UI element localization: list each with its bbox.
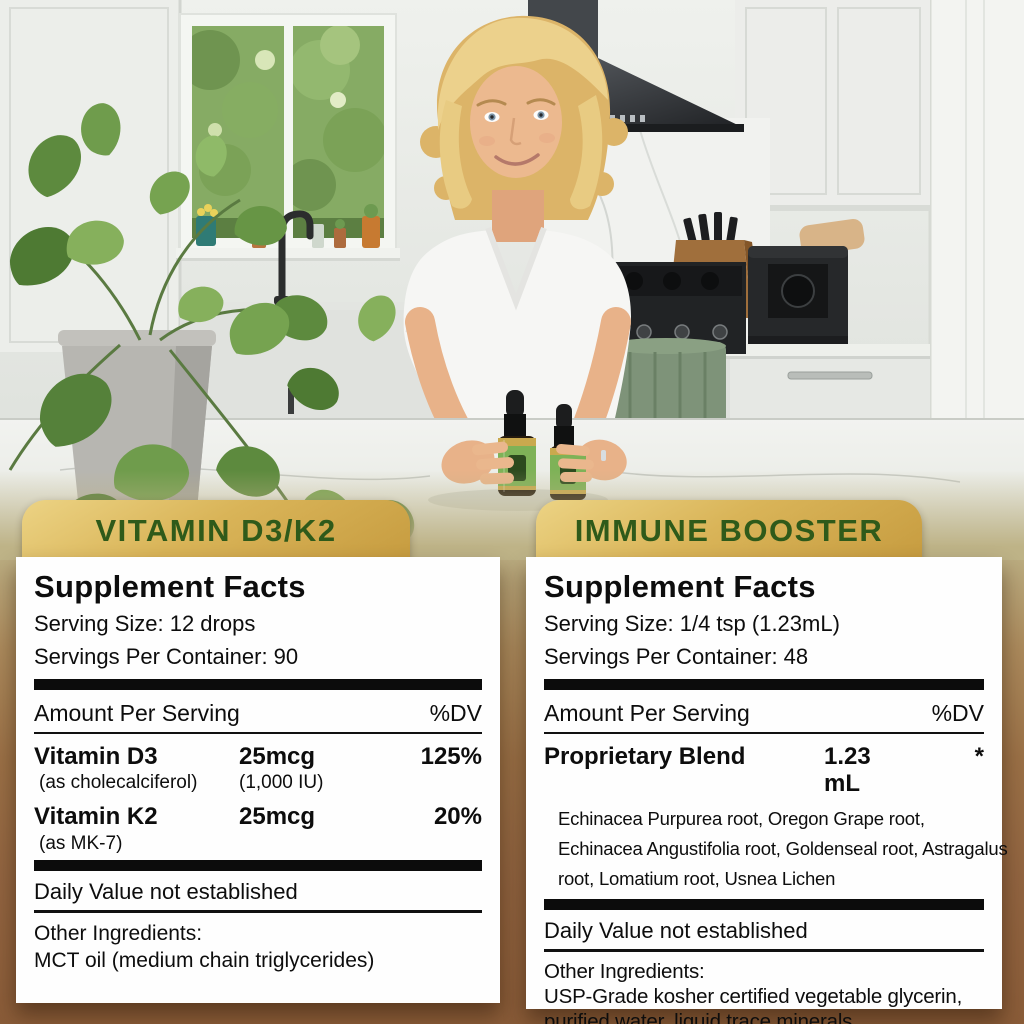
nutrient-dv: * — [974, 742, 984, 770]
panel-title: Supplement Facts — [544, 569, 816, 604]
banner-label: VITAMIN D3/K2 — [95, 513, 337, 548]
nutrient-row-vitamin-k2: Vitamin K2 25mcg 20% — [34, 803, 482, 831]
other-ingredients: Other Ingredients: MCT oil (medium chain… — [34, 920, 482, 974]
nutrient-row-proprietary-blend: Proprietary Blend 1.23 mL * — [544, 743, 984, 798]
supplement-facts-panel-immune-booster: Supplement Facts Serving Size: 1/4 tsp (… — [526, 557, 1008, 1024]
panel-title: Supplement Facts — [34, 569, 306, 604]
other-ingredients: Other Ingredients: USP-Grade kosher cert… — [544, 959, 984, 1024]
dv-footnote: Daily Value not established — [34, 879, 482, 914]
servings-per-container: Servings Per Container: 48 — [544, 643, 809, 669]
banner-label: IMMUNE BOOSTER — [574, 513, 884, 548]
divider-thick — [544, 679, 984, 691]
nutrient-subrow-vitamin-d3: (as cholecalciferol) (1,000 IU) — [34, 772, 482, 794]
nutrient-subname: (as MK-7) — [39, 832, 123, 854]
nutrient-amount: 25mcg — [239, 742, 316, 770]
nutrient-subrow-vitamin-k2: (as MK-7) — [34, 833, 482, 855]
white-tshirt — [403, 230, 631, 432]
nutrient-subamount: (1,000 IU) — [239, 772, 324, 794]
amount-header-row: Amount Per Serving %DV — [544, 700, 984, 734]
green-towel — [606, 338, 726, 428]
blend-description-line: Echinacea Angustifolia root, Goldenseal … — [558, 837, 1008, 859]
nutrient-name: Vitamin K2 — [34, 803, 158, 831]
nutrient-subname: (as cholecalciferol) — [39, 772, 198, 794]
nutrient-amount: 1.23 mL — [824, 742, 871, 798]
supplement-facts-panel-vitamin-d3-k2: Supplement Facts Serving Size: 12 drops … — [16, 557, 500, 1003]
coffee-machine — [748, 246, 848, 344]
other-ingredients-label: Other Ingredients: — [34, 922, 203, 946]
dv-footnote: Daily Value not established — [544, 918, 984, 953]
face — [470, 66, 562, 178]
serving-size: Serving Size: 12 drops — [34, 610, 256, 636]
dv-header-label: %DV — [931, 700, 984, 727]
nutrient-row-vitamin-d3: Vitamin D3 25mcg 125% — [34, 743, 482, 771]
blend-description-line: root, Lomatium root, Usnea Lichen — [558, 867, 836, 889]
dv-header-label: %DV — [429, 700, 482, 727]
nutrient-amount: 25mcg — [239, 803, 316, 831]
serving-size: Serving Size: 1/4 tsp (1.23mL) — [544, 610, 840, 636]
amount-per-serving-label: Amount Per Serving — [34, 700, 240, 727]
other-ingredients-line: purified water, liquid trace minerals — [544, 1010, 853, 1024]
divider-thick — [34, 679, 482, 691]
other-ingredients-line: MCT oil (medium chain triglycerides) — [34, 949, 375, 973]
amount-header-row: Amount Per Serving %DV — [34, 700, 482, 734]
other-ingredients-label: Other Ingredients: — [544, 960, 705, 984]
nutrient-dv: 20% — [433, 803, 482, 831]
blend-description: Echinacea Purpurea root, Oregon Grape ro… — [544, 804, 1008, 894]
blend-description-line: Echinacea Purpurea root, Oregon Grape ro… — [558, 807, 925, 829]
nutrient-dv: 125% — [420, 742, 482, 770]
left-cabinet — [0, 0, 182, 352]
nutrient-name: Vitamin D3 — [34, 742, 158, 770]
neck — [492, 190, 544, 242]
hair-front — [437, 17, 608, 131]
nutrient-name: Proprietary Blend — [544, 742, 746, 770]
amount-per-serving-label: Amount Per Serving — [544, 700, 750, 727]
divider-thick — [544, 898, 984, 910]
woman — [403, 15, 631, 469]
ring — [601, 450, 606, 461]
servings-per-container: Servings Per Container: 90 — [34, 643, 299, 669]
kitchen-photo — [0, 0, 1024, 560]
v-neckline — [485, 226, 547, 311]
other-ingredients-line: USP-Grade kosher certified vegetable gly… — [544, 985, 963, 1009]
divider-thick — [34, 859, 482, 871]
